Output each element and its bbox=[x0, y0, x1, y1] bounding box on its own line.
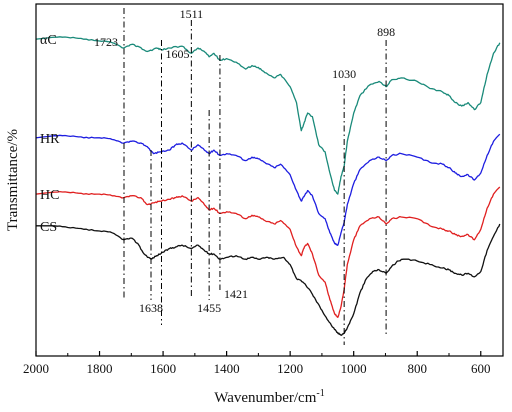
x-tick-label-1600: 1600 bbox=[150, 361, 176, 376]
annotation-label-1638: 1638 bbox=[139, 301, 163, 315]
annotation-label-1421: 1421 bbox=[224, 287, 248, 301]
x-axis-ticks: 2000 1800 1600 1400 1200 1000 800 600 bbox=[23, 351, 491, 376]
x-tick-label-600: 600 bbox=[471, 361, 491, 376]
series-line-hr bbox=[35, 133, 501, 246]
annotation-label-1030: 1030 bbox=[332, 67, 356, 81]
x-tick-label-1400: 1400 bbox=[214, 361, 240, 376]
annotation-label-1455: 1455 bbox=[197, 301, 221, 315]
series-label-hr: HR bbox=[40, 132, 60, 147]
annotation-label-1511: 1511 bbox=[180, 7, 204, 21]
annotation-label-1605: 1605 bbox=[165, 47, 189, 61]
series-line-cs bbox=[36, 223, 501, 336]
annotation-lines bbox=[123, 8, 387, 345]
x-tick-label-1000: 1000 bbox=[341, 361, 367, 376]
x-tick-label-800: 800 bbox=[407, 361, 427, 376]
series-line-alpha-c bbox=[35, 36, 501, 195]
plot-frame bbox=[35, 3, 504, 357]
x-axis-title: Wavenumber/cm-1 bbox=[214, 388, 324, 406]
y-axis-title: Transmittance/% bbox=[5, 129, 21, 231]
x-tick-label-1200: 1200 bbox=[277, 361, 303, 376]
x-tick-label-1800: 1800 bbox=[87, 361, 113, 376]
x-axis-title-exponent: -1 bbox=[316, 388, 324, 399]
series-lines bbox=[35, 36, 501, 336]
series-label-cs: CS bbox=[40, 220, 57, 235]
series-label-alpha-c: αC bbox=[40, 33, 57, 48]
annotation-label-1723: 1723 bbox=[94, 35, 118, 49]
series-line-hc bbox=[35, 186, 501, 318]
x-axis-title-text: Wavenumber/cm bbox=[214, 390, 316, 406]
series-label-hc: HC bbox=[40, 188, 59, 203]
annotation-label-898: 898 bbox=[377, 25, 395, 39]
x-tick-label-2000: 2000 bbox=[23, 361, 49, 376]
